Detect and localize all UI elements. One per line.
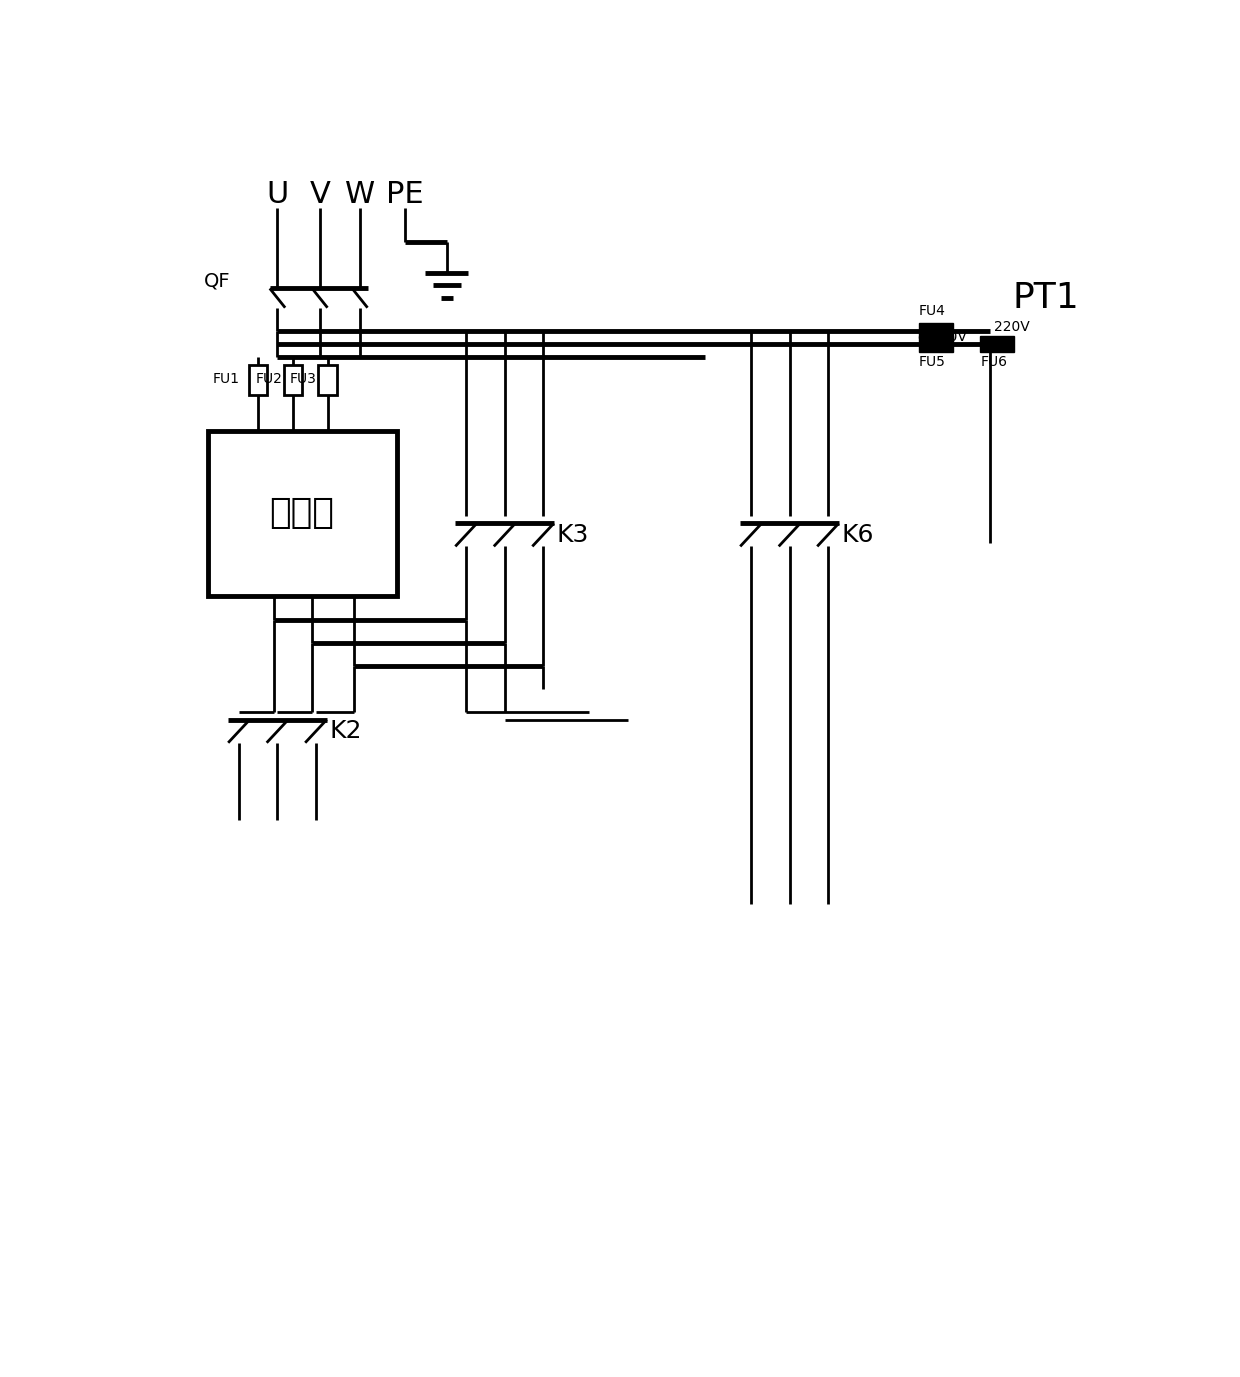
Text: K2: K2 xyxy=(330,719,362,744)
Text: K3: K3 xyxy=(557,523,589,547)
Bar xyxy=(208,431,397,596)
Bar xyxy=(249,365,268,395)
Bar xyxy=(319,365,337,395)
Bar xyxy=(919,324,952,339)
Text: 220V: 220V xyxy=(993,319,1029,335)
Text: QF: QF xyxy=(205,271,231,291)
Bar xyxy=(981,336,1014,351)
Text: FU6: FU6 xyxy=(981,355,1007,369)
Text: FU4: FU4 xyxy=(919,304,946,318)
Text: K6: K6 xyxy=(842,523,874,547)
Text: U: U xyxy=(267,180,289,209)
Text: PE: PE xyxy=(386,180,423,209)
Text: FU2: FU2 xyxy=(255,372,281,387)
Text: FU1: FU1 xyxy=(213,372,239,387)
Text: W: W xyxy=(345,180,374,209)
Bar xyxy=(919,336,952,351)
Text: 380V: 380V xyxy=(932,330,968,344)
Text: 变频器: 变频器 xyxy=(269,496,335,530)
Text: FU3: FU3 xyxy=(290,372,316,387)
Text: V: V xyxy=(309,180,330,209)
Bar xyxy=(284,365,303,395)
Text: 2: 2 xyxy=(1006,335,1016,353)
Text: PT1: PT1 xyxy=(1013,281,1080,315)
Text: FU5: FU5 xyxy=(919,355,946,369)
